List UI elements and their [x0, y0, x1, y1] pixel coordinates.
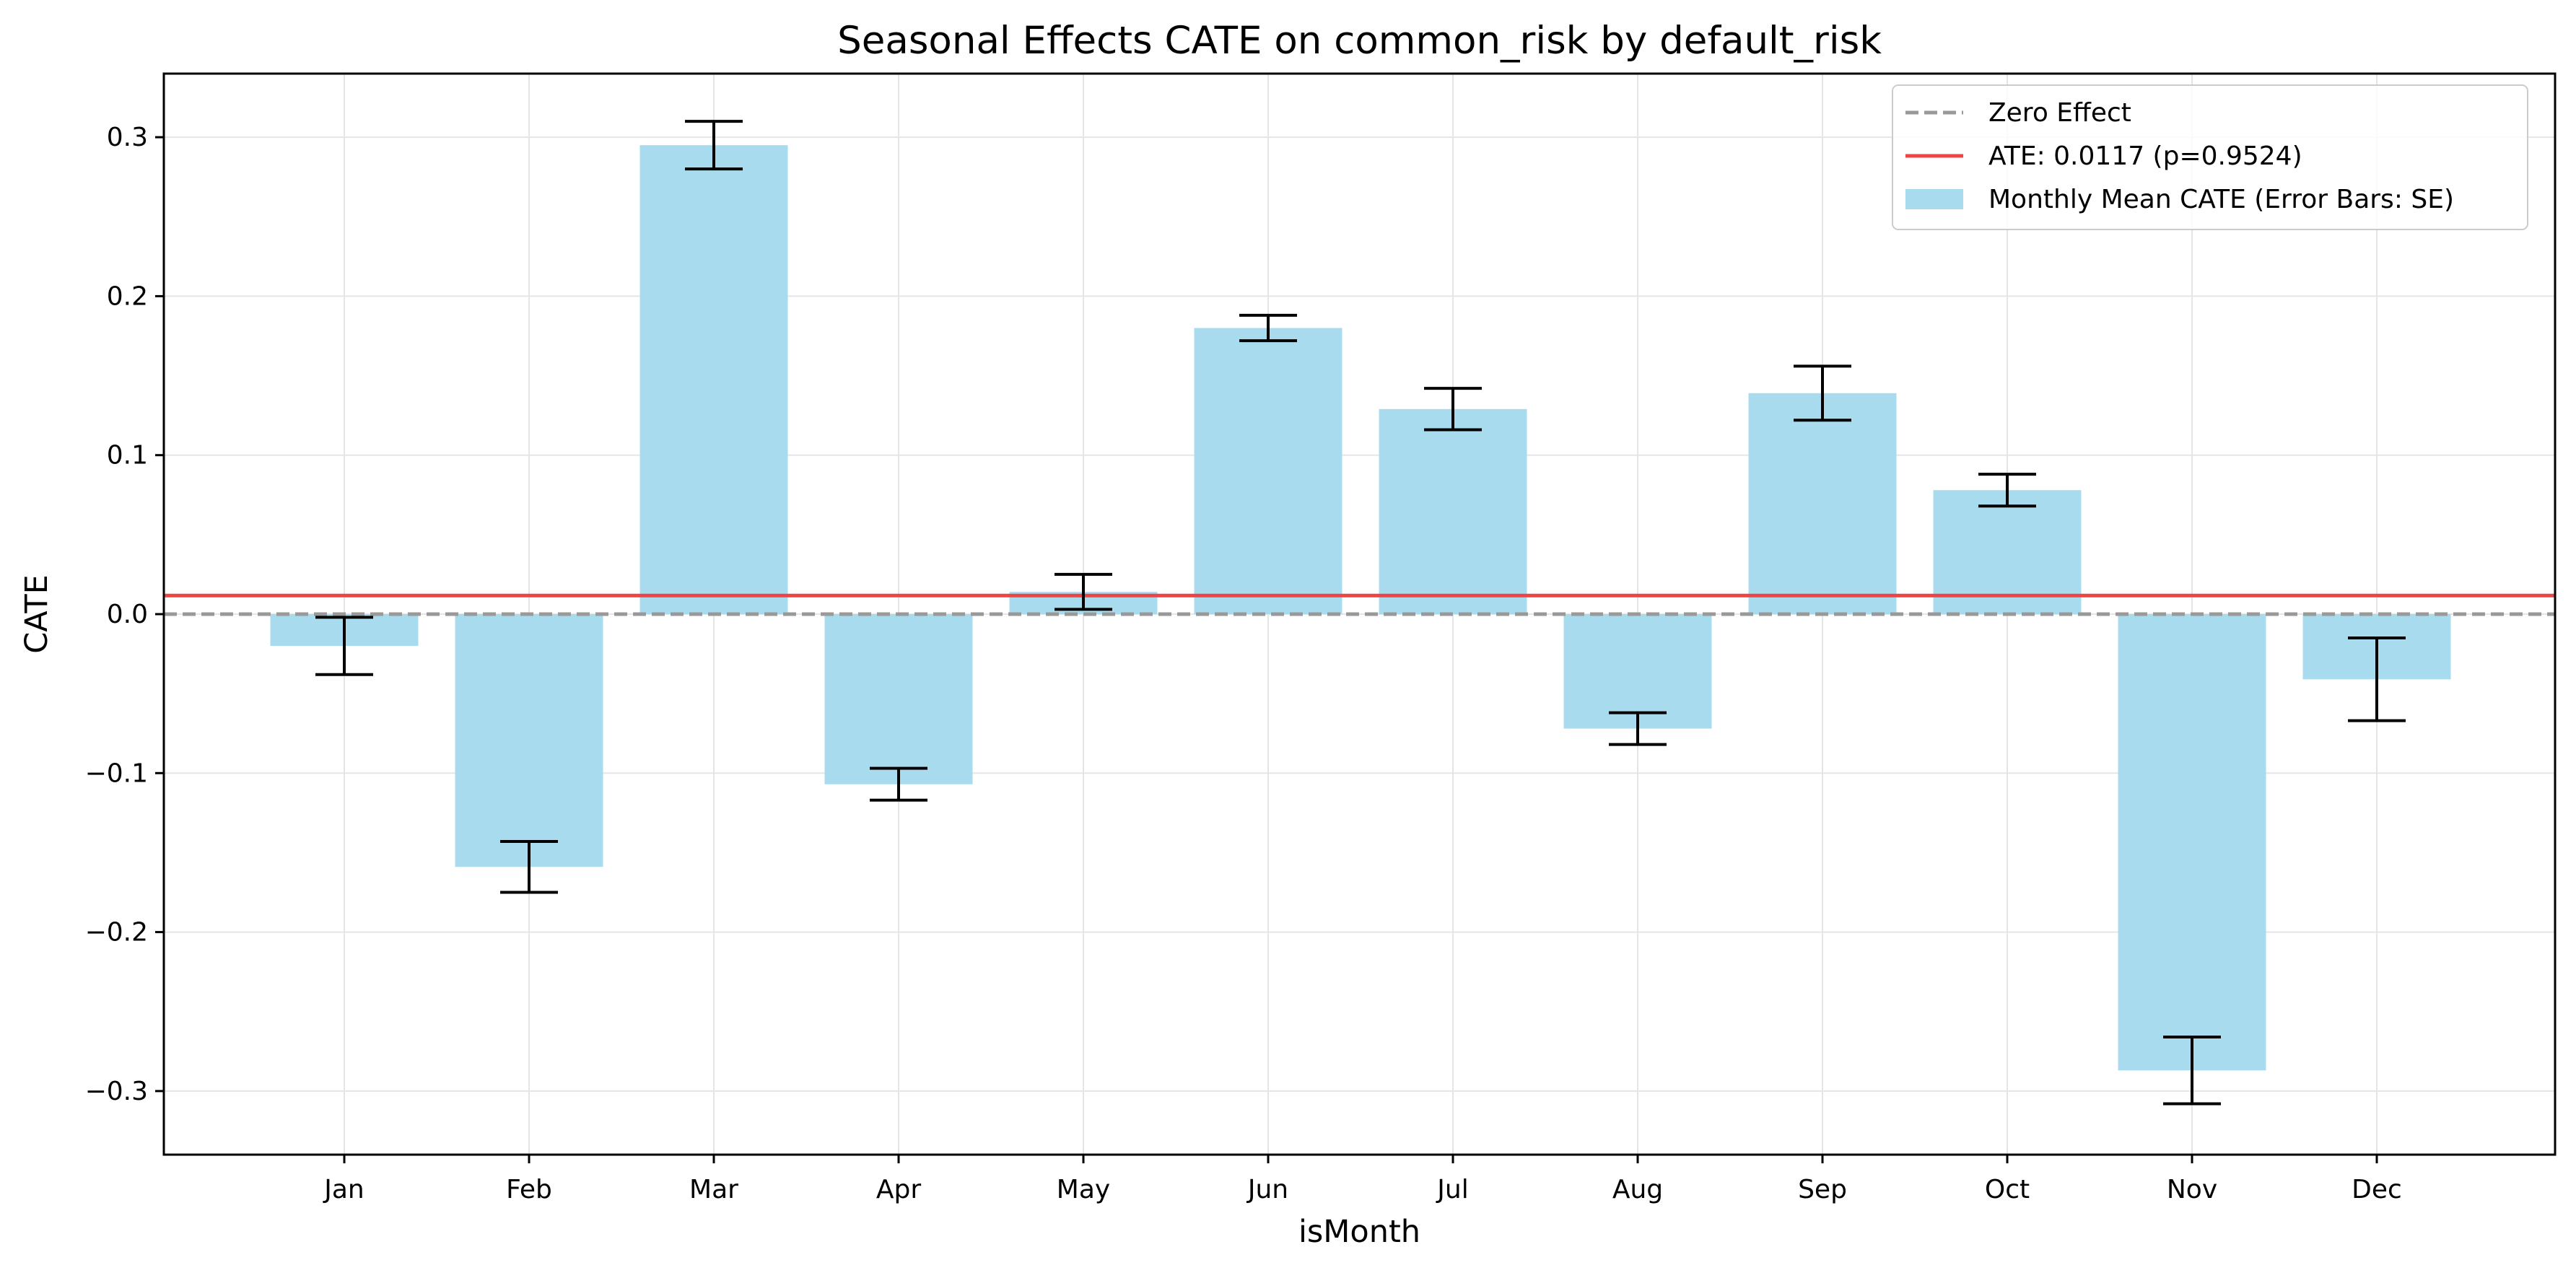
x-tick-label: Apr: [876, 1175, 921, 1204]
x-axis-title: isMonth: [1298, 1214, 1420, 1250]
legend-label: Zero Effect: [1988, 98, 2131, 128]
x-tick-label: Jul: [1436, 1175, 1468, 1204]
bar-apr: [824, 614, 973, 784]
x-tick-label: Dec: [2352, 1175, 2402, 1204]
legend-label: ATE: 0.0117 (p=0.9524): [1988, 141, 2302, 171]
x-tick-label: May: [1057, 1175, 1110, 1204]
y-tick-label: 0.3: [107, 123, 148, 152]
legend-label: Monthly Mean CATE (Error Bars: SE): [1988, 185, 2454, 214]
x-tick-label: Feb: [506, 1175, 552, 1204]
legend-box: [1892, 84, 2528, 230]
bar-feb: [455, 614, 603, 867]
bar-jun: [1194, 328, 1342, 614]
legend-swatch-patch: [1905, 189, 1963, 209]
x-tick-label: Jun: [1246, 1175, 1288, 1204]
x-tick-label: Sep: [1798, 1175, 1847, 1204]
bar-nov: [2118, 614, 2266, 1071]
bar-aug: [1563, 614, 1712, 729]
y-tick-label: 0.2: [107, 281, 148, 311]
x-tick-label: Oct: [1985, 1175, 2030, 1204]
bar-mar: [639, 145, 788, 615]
x-tick-label: Nov: [2167, 1175, 2217, 1204]
chart-title: Seasonal Effects CATE on common_risk by …: [837, 19, 1882, 63]
bar-sep: [1748, 393, 1897, 614]
x-tick-label: Aug: [1612, 1175, 1663, 1204]
y-tick-label: −0.2: [85, 918, 148, 948]
x-tick-label: Mar: [689, 1175, 738, 1204]
y-tick-label: 0.1: [107, 441, 148, 471]
bar-jul: [1379, 408, 1527, 614]
y-axis-title: CATE: [19, 574, 55, 654]
y-tick-label: −0.3: [85, 1077, 148, 1106]
bar-oct: [1933, 490, 2082, 614]
x-tick-label: Jan: [323, 1175, 364, 1204]
y-tick-label: 0.0: [107, 600, 148, 629]
y-tick-label: −0.1: [85, 758, 148, 788]
